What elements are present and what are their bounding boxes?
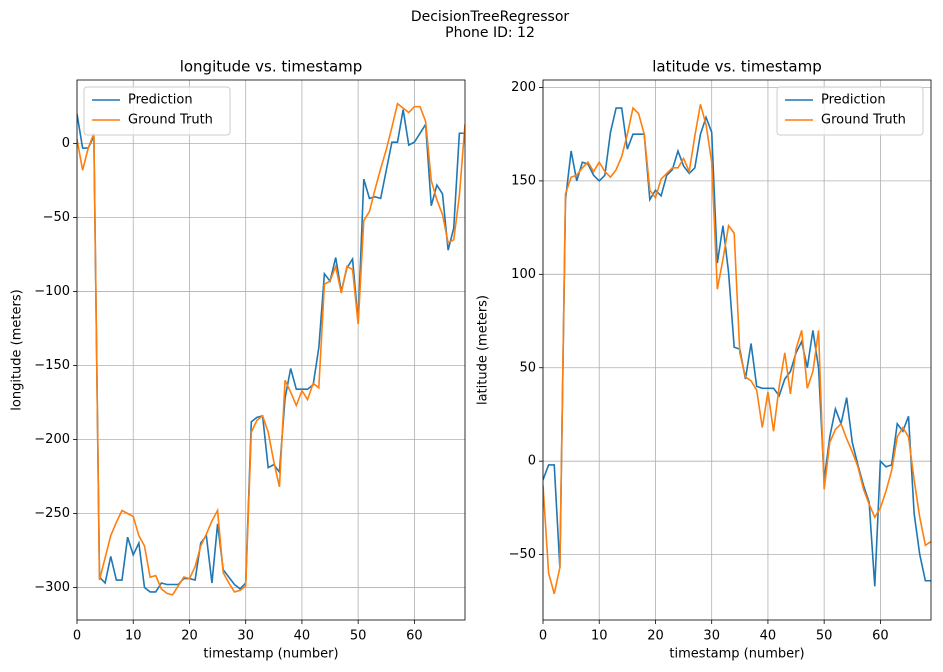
x-tick-label: 0	[539, 629, 547, 644]
x-tick-label: 10	[125, 629, 142, 644]
y-axis-label: latitude (meters)	[476, 295, 491, 405]
data-line	[77, 102, 465, 596]
y-tick-label: −150	[34, 358, 70, 373]
x-axis-label: timestamp (number)	[203, 647, 338, 662]
legend-label: Prediction	[821, 93, 886, 108]
legend-box	[776, 86, 924, 136]
x-axis-label: timestamp (number)	[669, 647, 804, 662]
x-tick-label: 40	[760, 629, 777, 644]
data-line	[77, 109, 465, 593]
y-tick-label: −50	[43, 210, 70, 225]
y-tick-label: 50	[519, 360, 536, 375]
plot-area	[77, 102, 465, 596]
x-tick-label: 60	[406, 629, 423, 644]
y-tick-label: −300	[34, 580, 70, 595]
y-tick-label: 0	[528, 454, 536, 469]
plot-area	[543, 104, 931, 595]
y-tick-label: −200	[34, 432, 70, 447]
legend-box	[83, 86, 231, 136]
y-axis-label: longitude (meters)	[10, 289, 25, 410]
x-tick-label: 20	[647, 629, 664, 644]
data-line	[543, 107, 931, 587]
y-tick-label: −50	[509, 547, 536, 562]
axes-frame	[542, 79, 932, 621]
y-tick-label: −250	[34, 506, 70, 521]
figure-title: DecisionTreeRegressor	[411, 9, 570, 25]
x-tick-label: 60	[872, 629, 889, 644]
figure-subtitle: Phone ID: 12	[445, 25, 535, 41]
x-tick-label: 20	[181, 629, 198, 644]
axes-title: latitude vs. timestamp	[652, 58, 821, 76]
axes-frame	[76, 79, 466, 621]
x-tick-label: 30	[703, 629, 720, 644]
y-tick-label: 150	[511, 173, 536, 188]
y-tick-label: 0	[62, 136, 70, 151]
legend-label: Ground Truth	[821, 113, 906, 128]
legend-label: Ground Truth	[128, 113, 213, 128]
y-tick-label: 100	[511, 267, 536, 282]
data-line	[543, 104, 931, 595]
x-tick-label: 30	[237, 629, 254, 644]
y-tick-label: 200	[511, 80, 536, 95]
y-tick-label: −100	[34, 284, 70, 299]
x-tick-label: 10	[591, 629, 608, 644]
axes-title: longitude vs. timestamp	[180, 58, 363, 76]
x-tick-label: 40	[294, 629, 311, 644]
x-tick-label: 50	[816, 629, 833, 644]
x-tick-label: 50	[350, 629, 367, 644]
x-tick-label: 0	[73, 629, 81, 644]
legend-label: Prediction	[128, 93, 193, 108]
